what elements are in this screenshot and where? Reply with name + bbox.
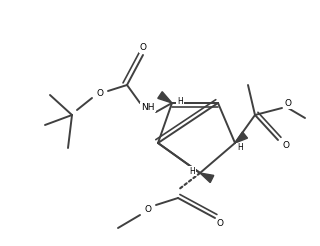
Text: O: O (217, 219, 223, 229)
Polygon shape (200, 173, 214, 183)
Text: O: O (283, 140, 290, 150)
Polygon shape (158, 92, 172, 103)
Text: O: O (284, 99, 292, 108)
Polygon shape (235, 132, 247, 143)
Text: O: O (145, 205, 151, 215)
Text: H: H (177, 96, 183, 106)
Text: H: H (189, 167, 195, 175)
Text: H: H (237, 143, 243, 153)
Text: NH: NH (141, 103, 155, 111)
Text: O: O (140, 44, 147, 52)
Text: O: O (97, 89, 103, 97)
